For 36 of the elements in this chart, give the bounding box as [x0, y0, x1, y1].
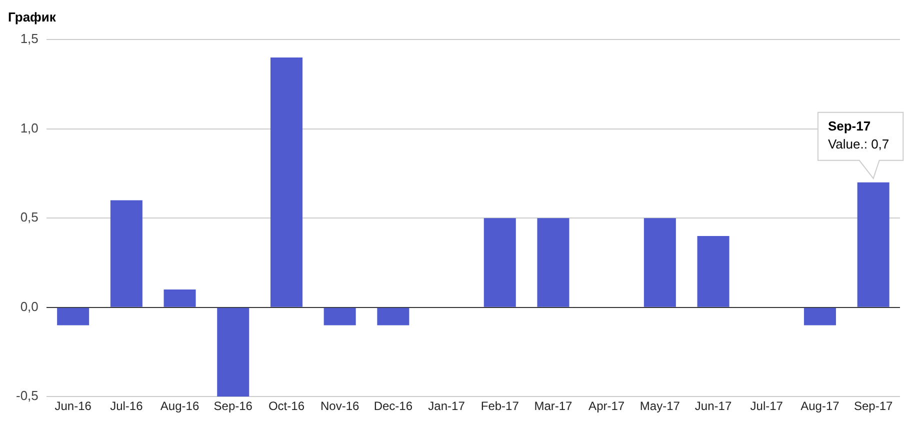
bar [804, 308, 836, 326]
x-tick-label: Jun-17 [694, 399, 732, 414]
bar [644, 218, 676, 307]
x-tick-label: Jan-17 [428, 399, 466, 414]
bar [110, 200, 142, 307]
x-tick-label: Jul-17 [750, 399, 784, 414]
bar [537, 218, 570, 307]
x-tick-label: Oct-16 [268, 399, 305, 414]
x-tick-label: Feb-17 [480, 399, 520, 414]
x-tick-label: Jun-16 [54, 399, 92, 414]
x-tick-label: Nov-16 [320, 399, 360, 414]
x-tick-label: Mar-17 [534, 399, 573, 414]
bar [270, 57, 302, 307]
annotation: Sep-17 Value.: 0,7 [828, 118, 890, 152]
y-tick-label: -0,5 [16, 388, 38, 404]
x-tick-label: Aug-16 [160, 399, 200, 414]
chart-title: График [8, 9, 56, 24]
bar [164, 290, 196, 307]
x-tick-label: Sep-16 [214, 399, 253, 414]
y-tick-label: 1,5 [20, 31, 38, 46]
bar [697, 236, 730, 307]
bar [324, 308, 356, 326]
x-tick-label: Aug-17 [800, 399, 840, 414]
bar [484, 218, 516, 307]
bar [217, 308, 250, 397]
x-tick-label: Jul-16 [110, 399, 144, 414]
y-tick-label: 0,5 [20, 210, 38, 225]
x-tick-label: Apr-17 [588, 399, 625, 414]
x-tick-label: Sep-17 [854, 399, 893, 414]
x-tick-label: Dec-16 [374, 399, 413, 414]
x-tick-label: May-17 [640, 399, 680, 414]
y-tick-label: 0,0 [20, 298, 38, 314]
y-tick-label: 1,0 [20, 120, 38, 136]
bar [57, 308, 90, 326]
bar [377, 308, 410, 326]
bar [857, 182, 890, 307]
